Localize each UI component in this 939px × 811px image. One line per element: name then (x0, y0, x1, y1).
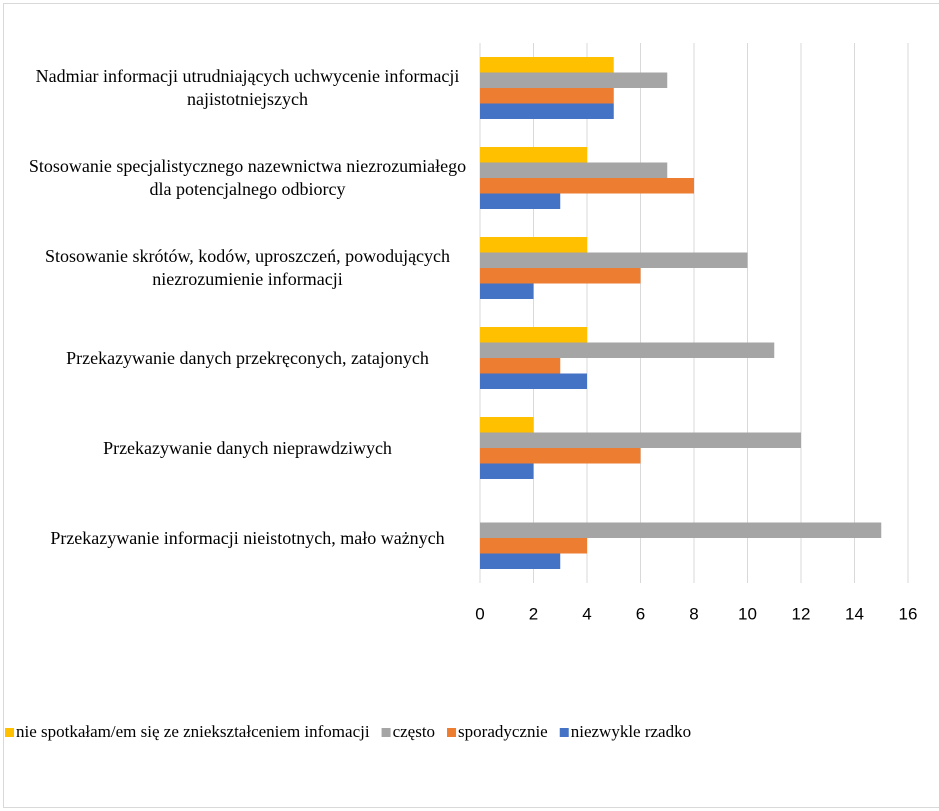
legend-label: często (393, 722, 435, 741)
bar (480, 57, 614, 73)
category-label: Przekazywanie informacji nieistotnych, m… (50, 527, 445, 548)
category-label: Stosowanie skrótów, kodów, uproszczeń, p… (44, 246, 451, 289)
bar (480, 147, 587, 163)
category-label: Nadmiar informacji utrudniających uchwyc… (35, 66, 460, 109)
category-text: Stosowanie skrótów, kodów, uproszczeń, p… (44, 246, 451, 289)
legend-label: niezwykle rzadko (571, 722, 691, 741)
bar (480, 342, 775, 358)
bar (480, 358, 561, 374)
bar (480, 432, 801, 448)
x-tick-label: 6 (636, 604, 645, 623)
category-text: Stosowanie specjalistycznego nazewnictwa… (28, 156, 467, 199)
bar (480, 417, 534, 433)
x-tick-label: 2 (529, 604, 538, 623)
category-text: Przekazywanie danych nieprawdziwych (103, 437, 392, 458)
x-tick-label: 10 (738, 604, 757, 623)
category-label: Przekazywanie danych nieprawdziwych (103, 437, 392, 458)
chart-frame (3, 3, 939, 808)
bar (480, 522, 882, 538)
bar (480, 553, 561, 569)
legend-swatch (559, 728, 569, 737)
bar (480, 268, 641, 284)
bar (480, 193, 561, 209)
x-tick-label: 16 (899, 604, 918, 623)
bar (480, 463, 534, 479)
bar (480, 88, 614, 104)
bar (480, 252, 748, 268)
legend-swatch (5, 728, 14, 737)
category-text: Przekazywanie informacji nieistotnych, m… (50, 527, 445, 548)
bar (480, 373, 587, 389)
legend-swatch (381, 728, 391, 737)
legend-label: nie spotkałam/em się ze zniekształceniem… (16, 722, 370, 741)
bar (480, 72, 668, 88)
x-tick-label: 4 (582, 604, 591, 623)
legend-swatch (447, 728, 457, 737)
legend-label: sporadycznie (458, 722, 548, 741)
category-text: Nadmiar informacji utrudniających uchwyc… (35, 66, 460, 109)
bar (480, 103, 614, 119)
bar (480, 538, 587, 554)
x-tick-label: 12 (792, 604, 811, 623)
category-label: Stosowanie specjalistycznego nazewnictwa… (28, 156, 467, 199)
bar (480, 327, 587, 343)
bar (480, 162, 668, 178)
category-text: Przekazywanie danych przekręconych, zata… (66, 347, 429, 368)
x-tick-label: 0 (475, 604, 484, 623)
x-tick-label: 8 (689, 604, 698, 623)
category-label: Przekazywanie danych przekręconych, zata… (66, 347, 429, 368)
bar (480, 178, 694, 194)
x-tick-label: 14 (845, 604, 864, 623)
bar (480, 237, 587, 253)
bar (480, 448, 641, 464)
bar (480, 283, 534, 299)
